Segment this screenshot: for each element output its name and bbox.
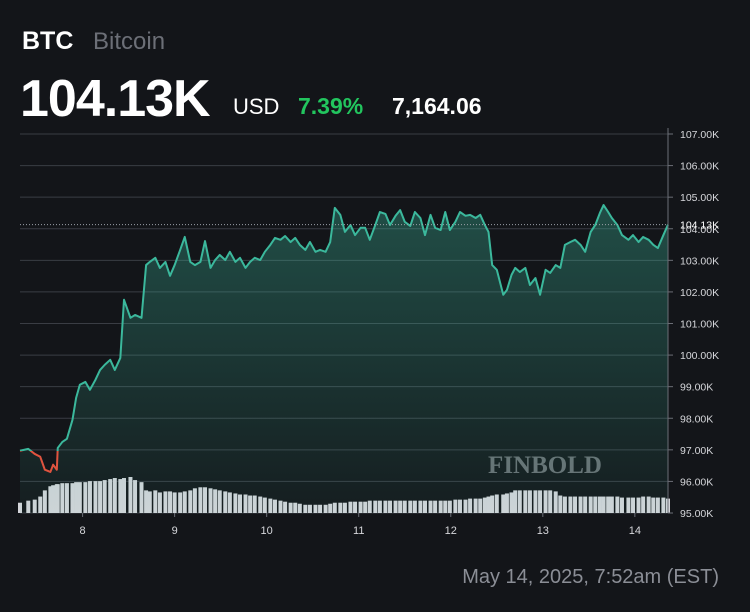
price: 104.13K [20, 70, 211, 128]
y-tick-label: 95.00K [680, 508, 713, 520]
x-tick-label: 14 [629, 525, 641, 537]
y-tick-label: 103.00K [680, 255, 719, 267]
price-line [19, 204, 669, 473]
last-price-label: 104.13K [680, 220, 719, 232]
price-area [20, 205, 668, 513]
x-tick-label: 13 [537, 525, 549, 537]
x-tick-label: 11 [353, 525, 364, 537]
y-tick-label: 99.00K [680, 382, 713, 394]
currency: USD [233, 94, 279, 119]
y-tick-label: 101.00K [680, 319, 719, 331]
y-tick-label: 105.00K [680, 192, 719, 204]
y-tick-label: 104.00K [680, 224, 719, 236]
plot: FINBOLD [18, 204, 670, 513]
y-tick-label: 106.00K [680, 161, 719, 173]
x-tick-label: 12 [445, 525, 457, 537]
change: 7,164.06 [392, 93, 482, 119]
y-tick-label: 98.00K [680, 413, 713, 425]
change-percent: 7.39% [298, 93, 363, 119]
y-tick-label: 97.00K [680, 445, 713, 457]
x-tick-label: 10 [261, 525, 273, 537]
asset-name: Bitcoin [93, 28, 165, 55]
x-tick-label: 8 [80, 525, 86, 537]
timestamp: May 14, 2025, 7:52am (EST) [462, 566, 719, 588]
y-tick-label: 100.00K [680, 350, 719, 362]
x-tick-label: 9 [172, 525, 178, 537]
axes: 95.00K96.00K97.00K98.00K99.00K100.00K101… [80, 128, 719, 537]
symbol: BTC [22, 27, 73, 55]
y-tick-label: 102.00K [680, 287, 719, 299]
y-tick-label: 96.00K [680, 476, 713, 488]
y-tick-label: 107.00K [680, 129, 719, 141]
